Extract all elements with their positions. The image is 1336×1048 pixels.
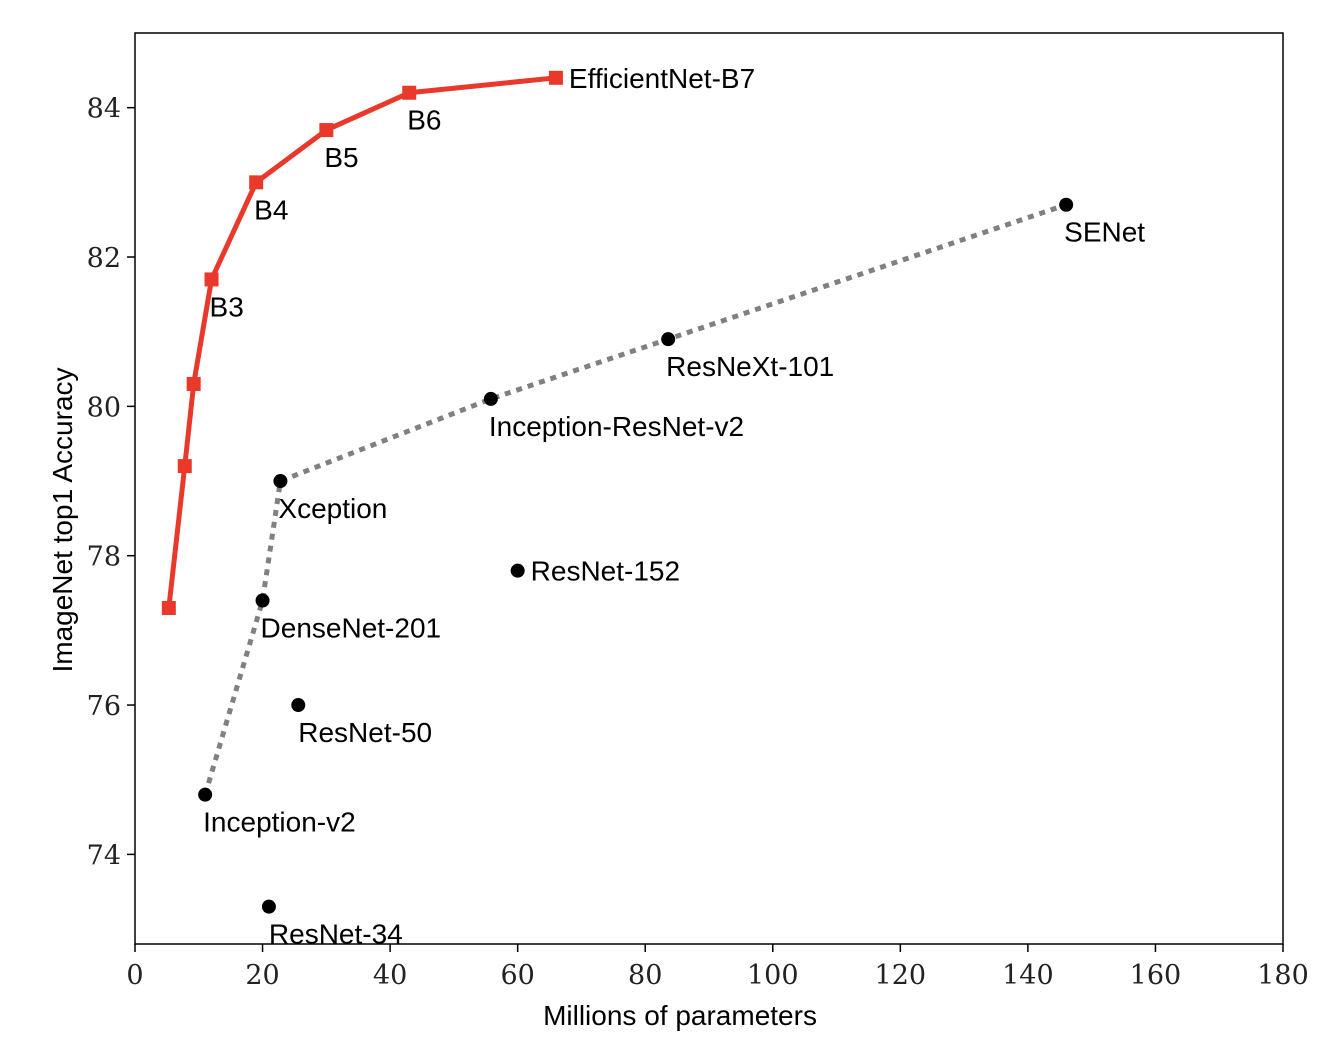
x-tick-label: 80 bbox=[628, 960, 662, 991]
efficientnet-line bbox=[166, 75, 557, 609]
point-label: ResNet-50 bbox=[298, 717, 432, 748]
point-label: B5 bbox=[324, 142, 358, 173]
point-label: Xception bbox=[278, 493, 387, 524]
x-tick-label: 160 bbox=[1130, 960, 1182, 991]
efficientnet-marker bbox=[204, 272, 219, 287]
point-label: B4 bbox=[254, 194, 288, 225]
point-label: B3 bbox=[210, 291, 244, 322]
y-axis-title: ImageNet top1 Accuracy bbox=[47, 367, 78, 672]
x-tick-label: 120 bbox=[875, 960, 927, 991]
frontier-line bbox=[202, 202, 1067, 796]
x-tick-label: 0 bbox=[126, 960, 143, 991]
point-label: ResNeXt-101 bbox=[666, 351, 834, 382]
y-tick-label: 82 bbox=[87, 243, 121, 274]
efficientnet-marker bbox=[177, 459, 192, 474]
model-point bbox=[661, 332, 676, 347]
efficientnet-marker bbox=[161, 600, 176, 615]
model-point bbox=[483, 391, 498, 406]
point-label: DenseNet-201 bbox=[261, 613, 442, 644]
efficientnet-marker bbox=[402, 85, 417, 100]
model-point bbox=[510, 563, 525, 578]
x-axis: 0 20 40 60 80 100 120 140 160 180 bbox=[126, 944, 1309, 991]
model-point bbox=[291, 698, 306, 713]
y-axis: 74 76 78 80 82 84 bbox=[87, 94, 135, 871]
efficientnet-marker bbox=[319, 123, 334, 138]
model-point bbox=[255, 593, 270, 608]
x-tick-label: 20 bbox=[245, 960, 279, 991]
y-tick-label: 78 bbox=[87, 542, 121, 573]
point-label: EfficientNet-B7 bbox=[569, 63, 755, 94]
model-point bbox=[273, 474, 288, 489]
x-tick-label: 140 bbox=[1002, 960, 1054, 991]
series-lines bbox=[166, 75, 1067, 796]
point-labels: B3 B4 B5 B6 EfficientNet-B7 Inception-v2 Dense… bbox=[203, 63, 1145, 950]
series-markers bbox=[161, 70, 1074, 914]
x-tick-label: 100 bbox=[747, 960, 799, 991]
y-tick-label: 76 bbox=[87, 691, 121, 722]
efficientnet-marker bbox=[249, 175, 264, 190]
point-label: SENet bbox=[1064, 217, 1145, 248]
x-tick-label: 60 bbox=[500, 960, 534, 991]
efficientnet-marker bbox=[186, 376, 201, 391]
efficientnet-marker bbox=[548, 70, 563, 85]
plot-frame bbox=[134, 32, 1284, 945]
x-axis-title: Millions of parameters bbox=[543, 1000, 817, 1031]
model-point bbox=[1059, 197, 1074, 212]
point-label: ResNet-152 bbox=[531, 556, 680, 587]
point-label: Inception-v2 bbox=[203, 807, 356, 838]
model-point bbox=[198, 787, 213, 802]
model-point bbox=[261, 899, 276, 914]
y-tick-label: 80 bbox=[87, 392, 121, 423]
point-label: Inception-ResNet-v2 bbox=[489, 411, 744, 442]
point-label: B6 bbox=[407, 105, 441, 136]
y-tick-label: 84 bbox=[87, 94, 121, 125]
y-tick-label: 74 bbox=[87, 840, 121, 871]
point-label: ResNet-34 bbox=[269, 919, 403, 950]
x-tick-label: 40 bbox=[373, 960, 407, 991]
x-tick-label: 180 bbox=[1257, 960, 1309, 991]
